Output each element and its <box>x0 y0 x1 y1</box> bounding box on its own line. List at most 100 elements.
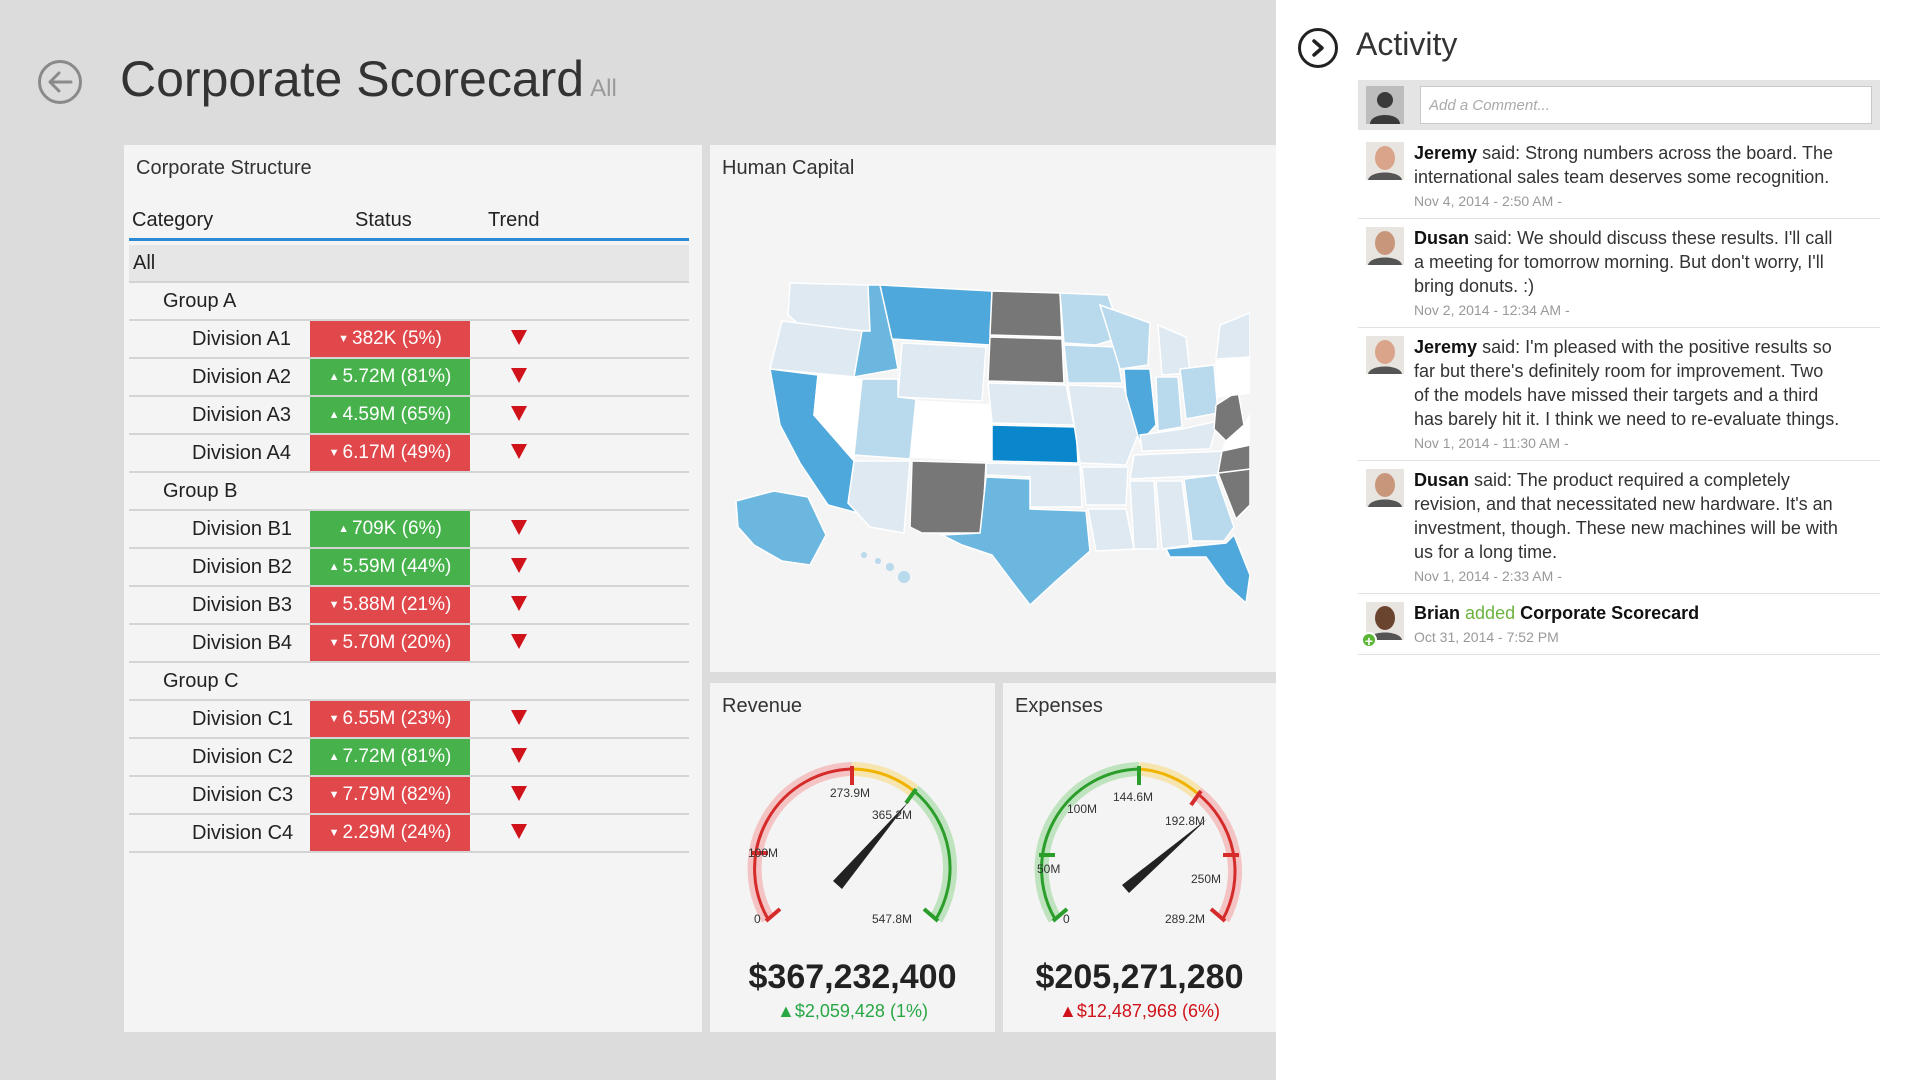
entry-author[interactable]: Brian <box>1414 603 1461 623</box>
entry-timestamp: Oct 31, 2014 - 7:52 PM <box>1414 629 1559 645</box>
back-arrow-icon <box>48 71 73 93</box>
division-row[interactable]: Division C3 ▼ 7.79M (82%) <box>129 777 689 815</box>
division-row[interactable]: Division A3 ▲ 4.59M (65%) <box>129 397 689 435</box>
expenses-tick-4: 192.8M <box>1165 814 1205 828</box>
division-label: Division A1 <box>192 328 291 350</box>
back-button[interactable] <box>38 60 82 104</box>
state-mo[interactable] <box>1067 384 1139 466</box>
revenue-delta: ▲$2,059,428 (1%) <box>710 1001 995 1022</box>
page-subtitle: All <box>590 75 617 102</box>
user-avatar[interactable] <box>1366 336 1404 374</box>
status-cell: ▼ 5.70M (20%) <box>310 625 470 661</box>
state-or[interactable] <box>769 320 863 378</box>
division-row[interactable]: Division A2 ▲ 5.72M (81%) <box>129 359 689 397</box>
column-header-status[interactable]: Status <box>355 209 412 231</box>
division-row[interactable]: Division B1 ▲ 709K (6%) <box>129 511 689 549</box>
entry-verb: said: <box>1482 143 1521 163</box>
division-label: Division B4 <box>192 632 293 654</box>
division-row[interactable]: Division B3 ▼ 5.88M (21%) <box>129 587 689 625</box>
state-tx[interactable] <box>939 476 1091 605</box>
row-all[interactable]: All <box>129 245 689 283</box>
state-ms[interactable] <box>1129 480 1159 550</box>
state-co[interactable] <box>911 400 993 462</box>
state-nd[interactable] <box>989 290 1063 338</box>
revenue-title: Revenue <box>722 695 803 717</box>
corporate-structure-panel: Corporate Structure Category Status Tren… <box>124 145 702 1032</box>
state-sd[interactable] <box>987 336 1065 384</box>
state-va[interactable] <box>1220 413 1250 453</box>
status-value: 5.72M (81%) <box>342 366 452 387</box>
state-nm[interactable] <box>909 460 987 534</box>
state-pa[interactable] <box>1215 356 1250 398</box>
state-mt[interactable] <box>879 284 993 346</box>
division-row[interactable]: Division C2 ▲ 7.72M (81%) <box>129 739 689 777</box>
status-cell: ▼ 6.55M (23%) <box>310 701 470 737</box>
state-ky[interactable] <box>1139 419 1220 452</box>
group-row[interactable]: Group A <box>129 283 689 321</box>
state-mn[interactable] <box>1059 292 1123 346</box>
entry-author[interactable]: Jeremy <box>1414 143 1478 163</box>
corporate-structure-title: Corporate Structure <box>136 157 312 179</box>
human-capital-panel: Human Capital <box>710 145 1276 672</box>
triangle-up-icon: ▲ <box>328 561 340 573</box>
division-row[interactable]: Division C1 ▼ 6.55M (23%) <box>129 701 689 739</box>
human-capital-title: Human Capital <box>722 157 855 179</box>
division-row[interactable]: Division B2 ▲ 5.59M (44%) <box>129 549 689 587</box>
state-la[interactable] <box>1087 508 1135 552</box>
state-ny[interactable] <box>1215 312 1250 360</box>
group-row[interactable]: Group C <box>129 663 689 701</box>
state-ks[interactable] <box>991 424 1079 464</box>
division-row[interactable]: Division B4 ▼ 5.70M (20%) <box>129 625 689 663</box>
activity-title: Activity <box>1356 26 1458 62</box>
state-al[interactable] <box>1155 480 1191 550</box>
up-triangle-icon: ▲ <box>1059 1001 1077 1021</box>
division-row[interactable]: Division A1 ▼ 382K (5%) <box>129 321 689 359</box>
expenses-tick-1: 50M <box>1037 862 1060 876</box>
column-header-category[interactable]: Category <box>132 209 214 231</box>
state-wy[interactable] <box>897 342 987 402</box>
status-cell: ▼ 7.79M (82%) <box>310 777 470 813</box>
division-row[interactable]: Division A4 ▼ 6.17M (49%) <box>129 435 689 473</box>
entry-verb: said: <box>1474 228 1513 248</box>
group-row[interactable]: Group B <box>129 473 689 511</box>
entry-message: Strong numbers across the board. The int… <box>1414 143 1833 187</box>
state-fl[interactable] <box>1164 533 1250 605</box>
main-area: Corporate Scorecard All Corporate Structu… <box>38 51 1276 1032</box>
entry-object-link[interactable]: Corporate Scorecard <box>1520 603 1700 623</box>
state-wi[interactable] <box>1098 303 1151 370</box>
state-ak[interactable] <box>735 490 827 566</box>
state-in[interactable] <box>1155 376 1183 432</box>
page-title-text: Corporate Scorecard <box>120 51 585 107</box>
user-avatar[interactable] <box>1366 227 1404 265</box>
state-oh[interactable] <box>1179 364 1219 420</box>
state-mi[interactable] <box>1157 323 1191 376</box>
state-hi[interactable] <box>861 552 910 583</box>
entry-author[interactable]: Jeremy <box>1414 337 1478 357</box>
state-ut[interactable] <box>853 378 917 460</box>
activity-collapse-button[interactable] <box>1298 28 1338 68</box>
state-ar[interactable] <box>1081 466 1129 506</box>
entry-message: The product required a completely revisi… <box>1414 470 1838 562</box>
triangle-down-icon <box>511 634 527 649</box>
entry-text: Brian added Corporate Scorecard <box>1414 601 1840 625</box>
triangle-up-icon: ▲ <box>328 751 340 763</box>
division-row[interactable]: Division C4 ▼ 2.29M (24%) <box>129 815 689 853</box>
activity-feed: Jeremy said: Strong numbers across the b… <box>1358 134 1880 655</box>
us-map[interactable] <box>730 265 1250 605</box>
revenue-tick-2: 273.9M <box>830 786 870 800</box>
status-cell: ▼ 382K (5%) <box>310 321 470 357</box>
user-avatar[interactable] <box>1366 142 1404 180</box>
division-label: Division B1 <box>192 518 293 540</box>
entry-author[interactable]: Dusan <box>1414 228 1470 248</box>
division-label: Division C2 <box>192 746 294 768</box>
entry-timestamp: Nov 1, 2014 - 2:33 AM - <box>1414 568 1562 584</box>
state-ne[interactable] <box>987 382 1075 426</box>
entry-author[interactable]: Dusan <box>1414 470 1470 490</box>
comment-input[interactable] <box>1420 86 1872 124</box>
state-ga[interactable] <box>1183 474 1235 542</box>
column-header-trend[interactable]: Trend <box>488 209 540 231</box>
entry-verb: added <box>1465 603 1516 623</box>
state-az[interactable] <box>847 460 911 534</box>
user-avatar[interactable] <box>1366 469 1404 507</box>
state-ia[interactable] <box>1063 344 1123 384</box>
